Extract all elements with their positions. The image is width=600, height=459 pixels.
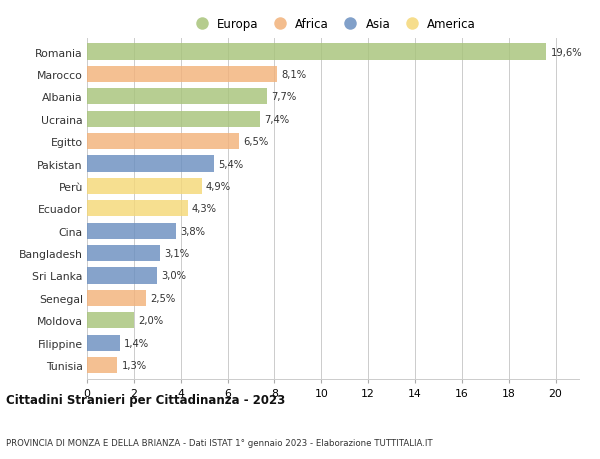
Bar — [87, 223, 176, 239]
Text: 3,0%: 3,0% — [161, 271, 187, 281]
Text: 1,4%: 1,4% — [124, 338, 149, 348]
Text: 2,5%: 2,5% — [150, 293, 175, 303]
Text: 6,5%: 6,5% — [244, 137, 269, 147]
Bar — [87, 45, 546, 61]
Bar — [87, 290, 146, 306]
Text: 4,3%: 4,3% — [192, 204, 217, 214]
Bar — [87, 268, 157, 284]
Text: 2,0%: 2,0% — [138, 316, 163, 325]
Bar — [87, 313, 134, 329]
Text: 8,1%: 8,1% — [281, 70, 306, 80]
Text: 3,8%: 3,8% — [180, 226, 205, 236]
Text: PROVINCIA DI MONZA E DELLA BRIANZA - Dati ISTAT 1° gennaio 2023 - Elaborazione T: PROVINCIA DI MONZA E DELLA BRIANZA - Dat… — [6, 438, 433, 448]
Text: 7,7%: 7,7% — [272, 92, 297, 102]
Bar — [87, 179, 202, 195]
Legend: Europa, Africa, Asia, America: Europa, Africa, Asia, America — [190, 18, 476, 31]
Text: 4,9%: 4,9% — [206, 181, 231, 191]
Bar — [87, 89, 268, 105]
Bar — [87, 67, 277, 83]
Text: 7,4%: 7,4% — [265, 114, 290, 124]
Bar — [87, 357, 118, 373]
Bar — [87, 112, 260, 128]
Bar — [87, 134, 239, 150]
Bar — [87, 335, 120, 351]
Bar — [87, 156, 214, 172]
Text: 1,3%: 1,3% — [122, 360, 147, 370]
Text: 3,1%: 3,1% — [164, 248, 189, 258]
Text: Cittadini Stranieri per Cittadinanza - 2023: Cittadini Stranieri per Cittadinanza - 2… — [6, 393, 285, 406]
Bar — [87, 246, 160, 262]
Bar — [87, 201, 188, 217]
Text: 5,4%: 5,4% — [218, 159, 243, 169]
Text: 19,6%: 19,6% — [550, 47, 582, 57]
